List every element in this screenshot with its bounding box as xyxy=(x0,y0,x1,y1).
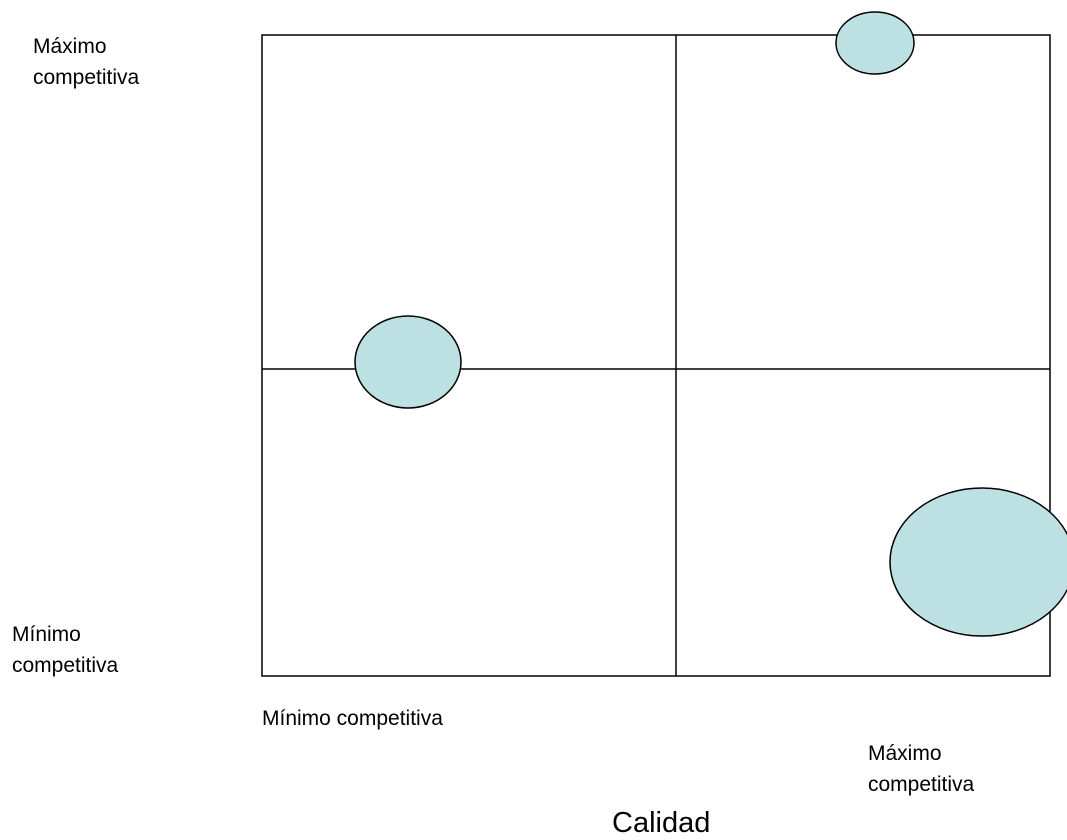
x-axis-min-label: Mínimo competitiva xyxy=(262,707,443,730)
y-axis-min-line2: competitiva xyxy=(12,654,119,677)
x-axis-max-line1: Máximo xyxy=(868,742,942,765)
center-left-bubble xyxy=(354,315,462,409)
y-axis-max-line2: competitiva xyxy=(33,66,140,89)
y-axis-min-line1: Mínimo xyxy=(12,623,81,646)
x-axis-title: Calidad xyxy=(612,807,711,839)
x-axis-max-line2: competitiva xyxy=(868,773,975,796)
matrix-frame xyxy=(261,34,1051,677)
bottom-right-bubble xyxy=(889,487,1067,637)
y-axis-min-label: Mínimo competitiva xyxy=(12,619,118,681)
y-axis-max-line1: Máximo xyxy=(33,35,107,58)
y-axis-max-label: Máximo competitiva xyxy=(33,31,139,93)
top-right-bubble xyxy=(835,11,915,75)
x-axis-max-label: Máximo competitiva xyxy=(868,738,974,800)
